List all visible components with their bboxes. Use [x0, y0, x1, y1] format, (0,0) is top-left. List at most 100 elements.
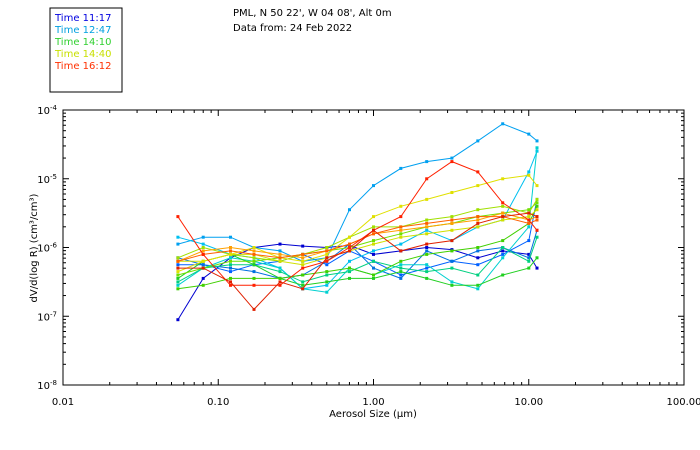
series-line	[177, 161, 538, 286]
data-point	[176, 215, 180, 219]
data-point	[501, 273, 505, 277]
data-point	[229, 263, 232, 267]
data-point	[229, 259, 232, 263]
data-point	[425, 246, 429, 249]
data-point	[527, 215, 531, 219]
data-point	[176, 280, 180, 284]
legend-entry: Time 16:12	[54, 61, 111, 72]
data-point	[201, 266, 205, 270]
data-point	[450, 249, 454, 253]
data-point	[325, 252, 329, 256]
data-point	[229, 256, 232, 260]
series-line	[177, 253, 538, 286]
data-point	[325, 273, 329, 277]
data-point	[252, 259, 256, 263]
data-point	[348, 208, 351, 212]
data-point	[176, 287, 180, 291]
data-point	[278, 276, 282, 280]
data-point	[372, 239, 375, 243]
data-point	[399, 263, 403, 267]
data-point	[399, 215, 403, 219]
data-point	[501, 252, 505, 256]
x-axis-label: Aerosol Size (µm)	[329, 409, 417, 420]
series-line	[177, 212, 538, 311]
data-point	[450, 156, 454, 160]
data-point	[301, 287, 305, 291]
data-point	[278, 249, 282, 253]
data-point	[176, 242, 180, 246]
data-point	[176, 263, 180, 267]
data-point	[450, 239, 454, 243]
series-s7	[176, 235, 539, 284]
data-point	[372, 242, 375, 246]
data-point	[399, 270, 403, 274]
data-point	[527, 170, 531, 174]
data-point	[372, 228, 375, 232]
data-point	[501, 122, 505, 126]
data-point	[476, 246, 480, 249]
data-point	[476, 256, 480, 260]
series-line	[177, 206, 538, 290]
data-point	[325, 280, 329, 284]
data-point	[176, 259, 180, 263]
data-point	[252, 256, 256, 260]
data-point	[535, 228, 539, 232]
data-point	[252, 270, 256, 274]
data-point	[301, 252, 305, 256]
data-point	[372, 232, 375, 236]
data-point	[425, 160, 429, 164]
data-point	[252, 276, 256, 280]
data-point	[501, 211, 505, 215]
data-point	[278, 270, 282, 274]
data-point	[527, 239, 531, 243]
data-point	[425, 197, 429, 201]
series-line	[177, 202, 538, 276]
data-point	[176, 266, 180, 270]
x-tick-label: 10.00	[514, 397, 543, 408]
data-point	[325, 270, 329, 274]
data-point	[425, 242, 429, 246]
data-point	[399, 273, 403, 277]
data-point	[252, 263, 256, 267]
data-point	[399, 266, 403, 270]
data-point	[535, 204, 539, 208]
data-point	[425, 225, 429, 229]
data-point	[301, 283, 305, 287]
data-point	[501, 204, 505, 208]
data-point	[527, 221, 531, 225]
data-point	[399, 249, 403, 253]
data-point	[527, 256, 531, 260]
data-point	[201, 259, 205, 263]
data-point	[176, 270, 180, 274]
data-point	[535, 215, 539, 219]
data-point	[501, 239, 505, 243]
data-point	[176, 235, 180, 239]
data-point	[450, 221, 454, 225]
data-point	[348, 235, 351, 239]
data-point	[325, 259, 329, 263]
axis-ticks: 0.01 0.10 1.00 10.00 100.00 10-8 10-7 10-6 10-5 1…	[37, 104, 700, 408]
data-point	[301, 263, 305, 267]
data-point	[527, 208, 531, 212]
data-point	[348, 270, 351, 274]
data-point	[176, 273, 180, 277]
data-point	[229, 246, 232, 249]
series-line	[177, 174, 538, 273]
data-point	[201, 252, 205, 256]
data-point	[301, 256, 305, 260]
data-point	[301, 244, 305, 248]
data-point	[278, 280, 282, 284]
data-point	[372, 249, 375, 253]
data-point	[201, 249, 205, 253]
data-point	[450, 218, 454, 222]
data-point	[301, 266, 305, 270]
series-line	[177, 209, 538, 266]
data-point	[229, 270, 232, 274]
data-point	[348, 246, 351, 249]
data-point	[348, 276, 351, 280]
data-point	[425, 249, 429, 253]
data-point	[325, 290, 329, 294]
data-point	[450, 283, 454, 287]
data-point	[278, 283, 282, 287]
